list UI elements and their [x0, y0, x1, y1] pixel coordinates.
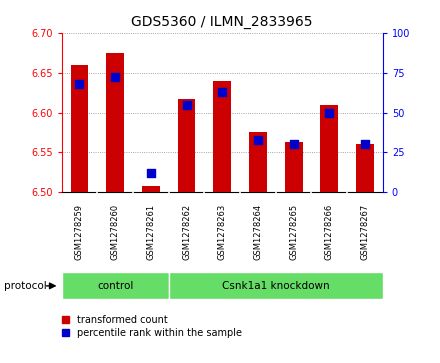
Bar — [142, 186, 160, 192]
Legend: transformed count, percentile rank within the sample: transformed count, percentile rank withi… — [58, 311, 246, 342]
Point — [361, 142, 368, 147]
Bar — [70, 65, 88, 192]
Bar — [249, 132, 267, 192]
Text: GSM1278263: GSM1278263 — [218, 204, 227, 260]
Bar — [106, 53, 124, 192]
Text: GSM1278259: GSM1278259 — [75, 204, 84, 260]
Point — [147, 170, 154, 176]
Point — [76, 81, 83, 87]
Bar — [62, 272, 169, 299]
Text: GSM1278261: GSM1278261 — [147, 204, 155, 260]
Bar — [356, 144, 374, 192]
Text: GSM1278262: GSM1278262 — [182, 204, 191, 260]
Point — [326, 110, 333, 115]
Bar — [169, 272, 383, 299]
Text: GSM1278260: GSM1278260 — [110, 204, 120, 260]
Point — [219, 89, 226, 95]
Text: GSM1278264: GSM1278264 — [253, 204, 262, 260]
Text: Csnk1a1 knockdown: Csnk1a1 knockdown — [222, 281, 330, 291]
Point — [290, 142, 297, 147]
Bar — [178, 99, 195, 192]
Point — [254, 137, 261, 143]
Text: GSM1278266: GSM1278266 — [325, 204, 334, 260]
Text: GSM1278267: GSM1278267 — [360, 204, 370, 260]
Bar — [213, 81, 231, 192]
Text: protocol: protocol — [4, 281, 47, 291]
Point — [112, 74, 119, 80]
Text: control: control — [97, 281, 133, 291]
Bar — [320, 105, 338, 192]
Bar — [285, 142, 303, 192]
Text: GSM1278265: GSM1278265 — [289, 204, 298, 260]
Point — [183, 102, 190, 107]
Title: GDS5360 / ILMN_2833965: GDS5360 / ILMN_2833965 — [132, 15, 313, 29]
